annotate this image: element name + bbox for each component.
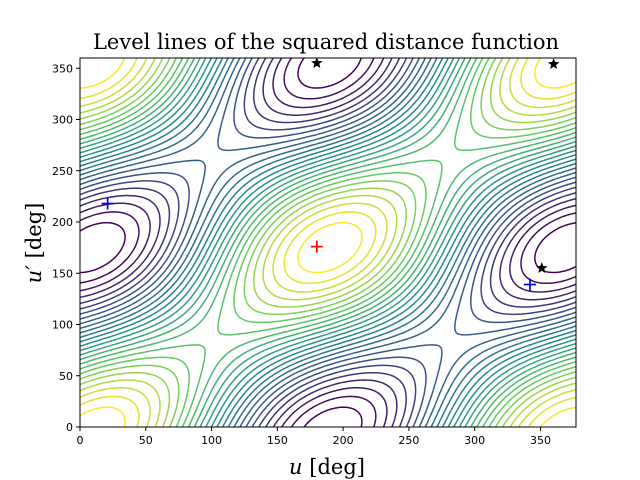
y-axis-label-var: u′ <box>22 265 46 284</box>
x-tick-label: 150 <box>267 434 288 447</box>
plot-area <box>79 57 577 428</box>
y-axis-label: u′ [deg] <box>22 203 46 284</box>
y-axis-label-unit: [deg] <box>22 203 46 265</box>
contour-level-line <box>80 58 576 427</box>
plus-marker <box>523 278 536 291</box>
contour-level-line <box>80 58 576 427</box>
contour-level-line <box>80 58 576 427</box>
x-axis-ticks: 0 50 100 150 200 250 300 350 <box>77 427 551 447</box>
contour-level-line <box>80 58 576 427</box>
contour-lines <box>80 58 576 427</box>
markers <box>101 57 560 291</box>
contour-level-line <box>80 58 576 427</box>
x-tick-label: 0 <box>77 434 84 447</box>
x-tick-label: 250 <box>398 434 419 447</box>
x-axis-label: u [deg] <box>289 455 365 479</box>
contour-level-line <box>80 58 576 427</box>
y-tick-label: 100 <box>52 319 73 332</box>
x-tick-label: 200 <box>333 434 354 447</box>
contour-level-line <box>80 58 576 427</box>
y-tick-label: 250 <box>52 165 73 178</box>
contour-level-line <box>80 58 576 427</box>
contour-level-line <box>80 58 576 427</box>
x-tick-label: 350 <box>530 434 551 447</box>
x-tick-label: 50 <box>139 434 153 447</box>
contour-level-line <box>80 58 576 427</box>
plus-marker <box>101 197 114 210</box>
plus-marker <box>310 240 323 253</box>
contour-level-line <box>80 58 576 427</box>
x-axis-label-var: u <box>289 455 303 479</box>
y-tick-label: 0 <box>66 421 73 434</box>
x-tick-label: 100 <box>201 434 222 447</box>
y-tick-label: 200 <box>52 216 73 229</box>
star-marker <box>547 58 560 69</box>
y-tick-label: 300 <box>52 114 73 127</box>
axes-frame <box>79 57 577 428</box>
contour-level-line <box>80 58 576 427</box>
x-tick-label: 300 <box>464 434 485 447</box>
contour-level-line <box>80 58 576 427</box>
y-axis-ticks: 0 50 100 150 200 250 300 350 <box>52 62 80 434</box>
contour-level-line <box>80 58 576 427</box>
contour-level-line <box>80 58 576 427</box>
star-marker <box>311 57 323 68</box>
contour-level-line <box>80 58 576 427</box>
contour-level-line <box>80 58 576 427</box>
y-tick-label: 50 <box>59 370 73 383</box>
chart-title: Level lines of the squared distance func… <box>93 30 559 54</box>
x-axis-label-unit: [deg] <box>303 455 365 479</box>
star-marker <box>536 262 548 273</box>
contour-level-line <box>80 58 576 427</box>
contour-level-line <box>80 58 576 427</box>
contour-level-line <box>80 58 576 427</box>
y-tick-label: 150 <box>52 267 73 280</box>
contour-level-line <box>80 58 576 427</box>
contour-level-line <box>80 58 576 427</box>
y-tick-label: 350 <box>52 62 73 75</box>
